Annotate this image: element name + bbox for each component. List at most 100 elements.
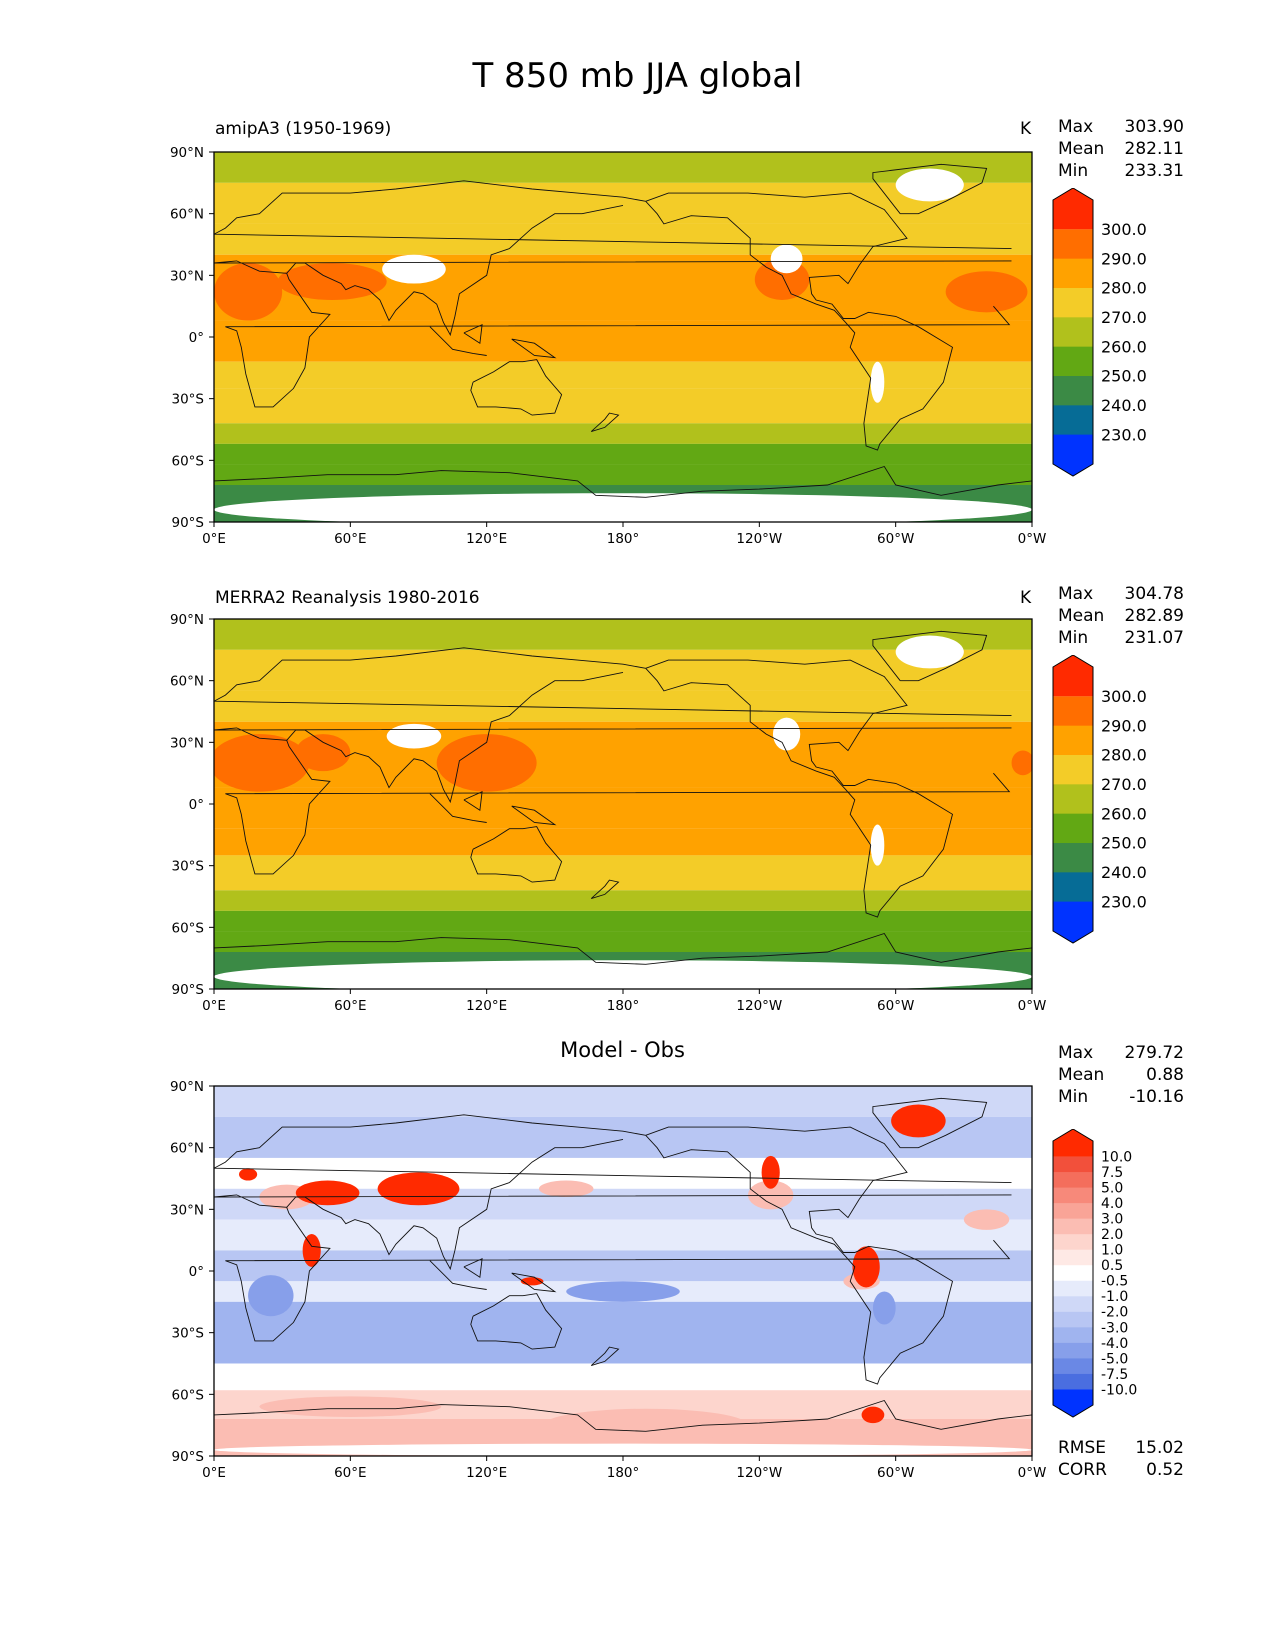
panel-test: 0°E 60°E 120°E 180° 120°W 60°W 0°W 90°N 60°N 30°N…: [0, 110, 1275, 550]
colorbar-level-label: 10.0: [1101, 1149, 1132, 1165]
field-anomaly: [891, 1104, 946, 1138]
coastline: [286, 1138, 624, 1271]
field-anomaly: [747, 1180, 794, 1210]
coastline: [463, 790, 483, 811]
x-tick-label: 120°W: [736, 998, 782, 1014]
coastline: [872, 630, 988, 682]
field-band: [214, 182, 1032, 224]
masked-region: [772, 717, 801, 751]
x-tick-label: 60°E: [334, 998, 366, 1014]
field-anomaly: [761, 1155, 780, 1189]
field-anomaly: [295, 734, 351, 772]
x-tick-label: 60°W: [877, 1465, 914, 1481]
colorbar-cell: [1053, 813, 1093, 844]
x-tick-label: 0°E: [202, 531, 226, 547]
coastline: [590, 879, 620, 900]
x-tick-label: 60°E: [334, 531, 366, 547]
field-anomaly: [238, 1168, 258, 1181]
coastline: [214, 1114, 1012, 1184]
masked-region: [770, 244, 803, 274]
colorbar-outline: [1052, 188, 1094, 477]
y-tick-label: 30°N: [170, 1202, 204, 1218]
stats-box: Max 304.78 Mean 282.89 Min 231.07: [1058, 583, 1184, 649]
field-band: [214, 464, 1032, 485]
units-label: K: [1020, 119, 1032, 139]
field-anomaly: [277, 263, 387, 300]
rmse-value: 15.02: [1135, 1438, 1184, 1458]
stat-mean-value: 282.11: [1124, 139, 1184, 159]
field-band: [214, 1086, 1032, 1117]
x-tick-label: 120°W: [736, 531, 782, 547]
coastline: [645, 659, 954, 918]
colorbar-cell: [1053, 1265, 1093, 1282]
colorbar-level-label: -5.0: [1101, 1351, 1128, 1367]
colorbar-level-label: 240.0: [1101, 396, 1147, 415]
y-tick-label: 30°S: [172, 392, 205, 408]
colorbar-cell: [1053, 755, 1093, 785]
x-tick-label: 0°W: [1018, 531, 1047, 547]
colorbar-level-label: 0.5: [1101, 1258, 1123, 1274]
masked-region: [870, 361, 885, 403]
colorbar-level-label: 270.0: [1101, 308, 1147, 327]
colorbar-level-label: -4.0: [1101, 1336, 1128, 1352]
colorbar-cell: [1053, 1156, 1093, 1173]
colorbar-level-label: 2.0: [1101, 1227, 1123, 1243]
field-band: [214, 388, 1032, 424]
metrics-box: RMSE 15.02 CORR 0.52: [1058, 1437, 1184, 1481]
colorbar-level-label: -10.0: [1101, 1382, 1137, 1398]
colorbar-cell: [1053, 1389, 1093, 1417]
field-band: [214, 423, 1032, 444]
coastline: [463, 1257, 483, 1278]
stat-max-value: 303.90: [1124, 117, 1184, 137]
y-tick-label: 30°S: [172, 859, 205, 875]
coastline: [214, 727, 1012, 875]
colorbar-cell: [1053, 346, 1093, 377]
field-band: [214, 787, 1032, 829]
stat-max-label: Max: [1058, 117, 1094, 137]
field-anomaly: [214, 263, 283, 321]
colorbar-level-label: 250.0: [1101, 834, 1147, 853]
colorbar-level-label: 300.0: [1101, 220, 1147, 239]
field-band: [214, 619, 1032, 650]
coastline: [872, 1097, 988, 1149]
x-tick-label: 120°E: [466, 1465, 507, 1481]
field-band: [214, 910, 1032, 932]
y-tick-label: 90°N: [170, 612, 204, 628]
x-tick-label: 180°: [607, 998, 640, 1014]
masked-region: [214, 493, 1032, 522]
coastline: [214, 260, 1012, 408]
coastline: [470, 359, 563, 416]
field-band: [214, 152, 1032, 183]
field-layer: [214, 152, 1032, 522]
field-band: [214, 361, 1032, 389]
field-anomaly: [1011, 750, 1032, 776]
colorbar-level-label: 3.0: [1101, 1212, 1123, 1228]
x-tick-label: 0°W: [1018, 1465, 1047, 1481]
y-tick-label: 90°S: [172, 1449, 205, 1465]
field-band: [214, 690, 1032, 722]
colorbar-cell: [1053, 872, 1093, 903]
coastline: [429, 793, 487, 823]
field-anomaly: [538, 1180, 594, 1197]
coastline: [214, 932, 1032, 965]
y-tick-label: 60°S: [172, 453, 205, 469]
coastline: [286, 671, 624, 804]
coastline: [645, 1126, 954, 1385]
panel-diff: 0°E 60°E 120°E 180° 120°W 60°W 0°W 90°N 60°N 30°N…: [0, 1038, 1275, 1484]
field-anomaly: [872, 1291, 896, 1325]
masked-region: [870, 824, 885, 866]
colorbar-cell: [1053, 1203, 1093, 1220]
coastline: [511, 338, 557, 359]
colorbar-ref: 300.0 290.0 280.0 270.0 260.0 250.0 240.0 230.0: [1052, 655, 1147, 944]
x-tick-label: 60°W: [877, 531, 914, 547]
colorbar-level-label: 250.0: [1101, 367, 1147, 386]
y-tick-label: 90°N: [170, 145, 204, 161]
map-ref: 0°E 60°E 120°E 180° 120°W 60°W 0°W 90°N 60°N 30°N…: [170, 612, 1046, 1014]
stat-min-value: 231.07: [1124, 628, 1184, 648]
y-tick-label: 30°N: [170, 268, 204, 284]
y-tick-label: 30°N: [170, 735, 204, 751]
x-tick-label: 0°E: [202, 998, 226, 1014]
coastline: [872, 163, 988, 215]
stats-box: Max 303.90 Mean 282.11 Min 233.31: [1058, 116, 1184, 182]
colorbar-cell: [1053, 1172, 1093, 1189]
